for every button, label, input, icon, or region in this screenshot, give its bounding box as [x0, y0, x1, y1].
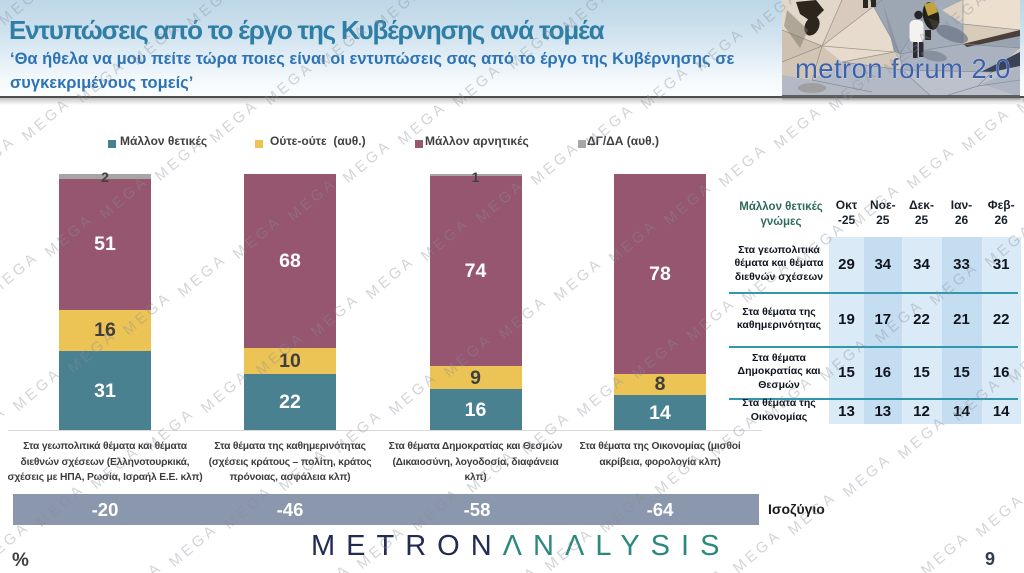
svg-text:metron forum 2.0: metron forum 2.0 [795, 53, 1011, 84]
